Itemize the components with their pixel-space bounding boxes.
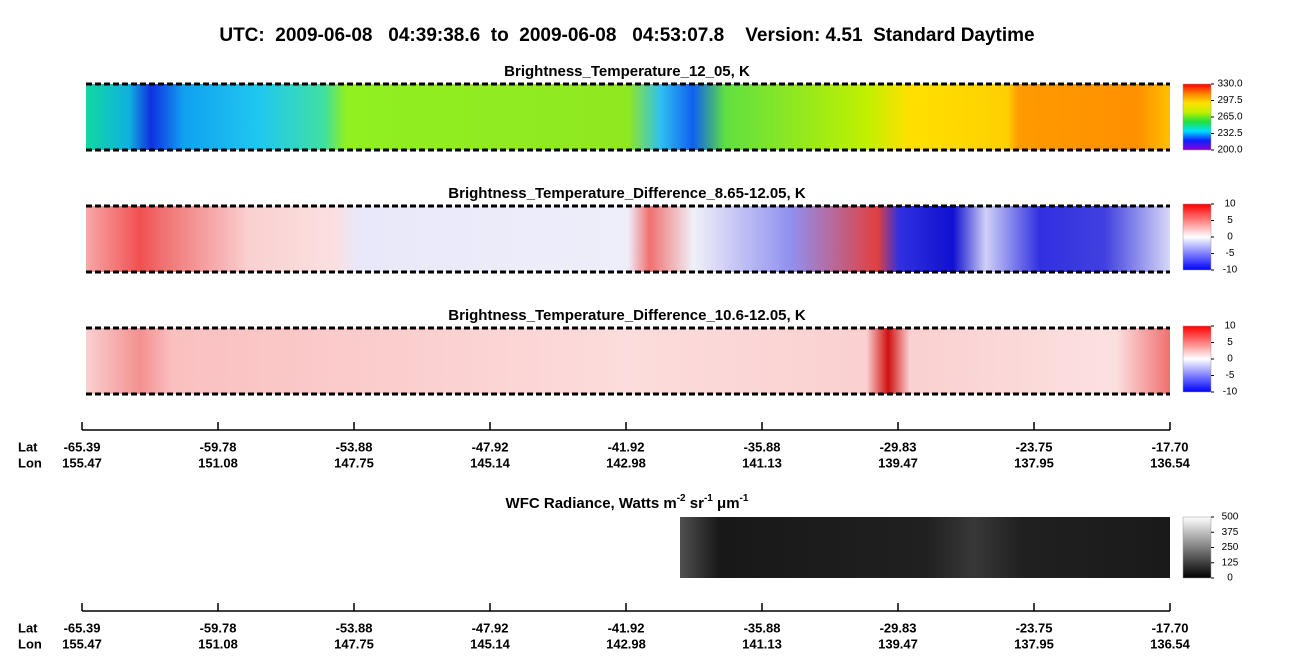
lat-label: -53.88 — [336, 439, 373, 454]
colorbar-tick-label: 0 — [1227, 232, 1233, 243]
lon-label: 151.08 — [198, 455, 238, 470]
lat-label: -59.78 — [200, 439, 237, 454]
colorbar-tick-label: 5 — [1227, 215, 1233, 226]
colorbar-tick-label: -10 — [1223, 387, 1238, 398]
colorbar-tick-label: 0 — [1227, 573, 1233, 584]
lon-label: 136.54 — [1150, 636, 1191, 651]
lat-label: -41.92 — [608, 439, 645, 454]
lat-label: -17.70 — [1152, 439, 1189, 454]
lon-label: 139.47 — [878, 455, 918, 470]
lat-label: -65.39 — [64, 620, 101, 635]
colorbar-tick-label: 0 — [1227, 354, 1233, 365]
colorbar-tick-label: 5 — [1227, 337, 1233, 348]
lat-label: -59.78 — [200, 620, 237, 635]
lon-label: 139.47 — [878, 636, 918, 651]
colorbar — [1182, 325, 1212, 393]
lat-label: -23.75 — [1016, 620, 1053, 635]
image-strip — [680, 517, 1170, 578]
lat-label: -23.75 — [1016, 439, 1053, 454]
lat-label: -35.88 — [744, 620, 781, 635]
lat-label: -35.88 — [744, 439, 781, 454]
title-part: sr — [686, 495, 705, 512]
title-part: μm — [713, 495, 740, 512]
colorbar-tick-label: 125 — [1222, 557, 1239, 568]
lon-label: 141.13 — [742, 455, 782, 470]
colorbar — [1182, 516, 1212, 579]
colorbar-tick-label: 250 — [1222, 542, 1239, 553]
strip-borders — [86, 82, 1170, 396]
row-label: Lat — [18, 439, 38, 454]
colorbar — [1182, 203, 1212, 271]
lon-label: 141.13 — [742, 636, 782, 651]
colorbar-tick-label: 10 — [1224, 321, 1236, 332]
row-label: Lon — [18, 636, 42, 651]
colorbar-tick-label: 500 — [1222, 512, 1239, 523]
colorbar-tick-label: 297.5 — [1217, 95, 1242, 106]
colorbar-tick-label: -5 — [1226, 248, 1235, 259]
lon-label: 142.98 — [606, 636, 646, 651]
superscript: -1 — [704, 493, 713, 504]
colorbar-tick-label: 10 — [1224, 199, 1236, 210]
panel-title: Brightness_Temperature_Difference_8.65-1… — [448, 185, 806, 202]
image-strip — [86, 328, 1170, 394]
colorbar-tick-label: 265.0 — [1217, 112, 1242, 123]
lon-label: 142.98 — [606, 455, 646, 470]
title-part: WFC Radiance, Watts m — [506, 495, 677, 512]
panel-title: Brightness_Temperature_12_05, K — [504, 63, 750, 80]
lon-label: 155.47 — [62, 636, 102, 651]
page-title: UTC: 2009-06-08 04:39:38.6 to 2009-06-08… — [219, 25, 1034, 46]
lon-label: 151.08 — [198, 636, 238, 651]
lon-label: 155.47 — [62, 455, 102, 470]
colorbar-tick-label: 375 — [1222, 527, 1239, 538]
lat-label: -65.39 — [64, 439, 101, 454]
row-label: Lon — [18, 455, 42, 470]
lat-label: -17.70 — [1152, 620, 1189, 635]
lat-label: -29.83 — [880, 439, 917, 454]
panel-title: Brightness_Temperature_Difference_10.6-1… — [448, 307, 806, 324]
lon-label: 147.75 — [334, 636, 374, 651]
lat-label: -29.83 — [880, 620, 917, 635]
colorbar-tick-label: -10 — [1223, 265, 1238, 276]
lon-label: 145.14 — [470, 455, 511, 470]
colorbar-tick-label: 330.0 — [1217, 79, 1242, 90]
colorbar — [1182, 83, 1212, 151]
lat-label: -41.92 — [608, 620, 645, 635]
lon-label: 137.95 — [1014, 636, 1054, 651]
colorbar-tick-label: 232.5 — [1217, 128, 1242, 139]
lon-label: 145.14 — [470, 636, 511, 651]
panel-title: WFC Radiance, Watts m-2 sr-1 μm-1 — [506, 493, 749, 512]
row-label: Lat — [18, 620, 38, 635]
lon-label: 147.75 — [334, 455, 374, 470]
image-strip — [86, 206, 1170, 272]
lat-label: -47.92 — [472, 439, 509, 454]
lat-label: -47.92 — [472, 620, 509, 635]
lon-label: 136.54 — [1150, 455, 1191, 470]
lat-label: -53.88 — [336, 620, 373, 635]
lon-label: 137.95 — [1014, 455, 1054, 470]
superscript: -1 — [740, 493, 749, 504]
colorbar-tick-label: -5 — [1226, 370, 1235, 381]
colorbar-tick-label: 200.0 — [1217, 145, 1242, 156]
superscript: -2 — [677, 493, 686, 504]
image-strip — [86, 84, 1170, 150]
